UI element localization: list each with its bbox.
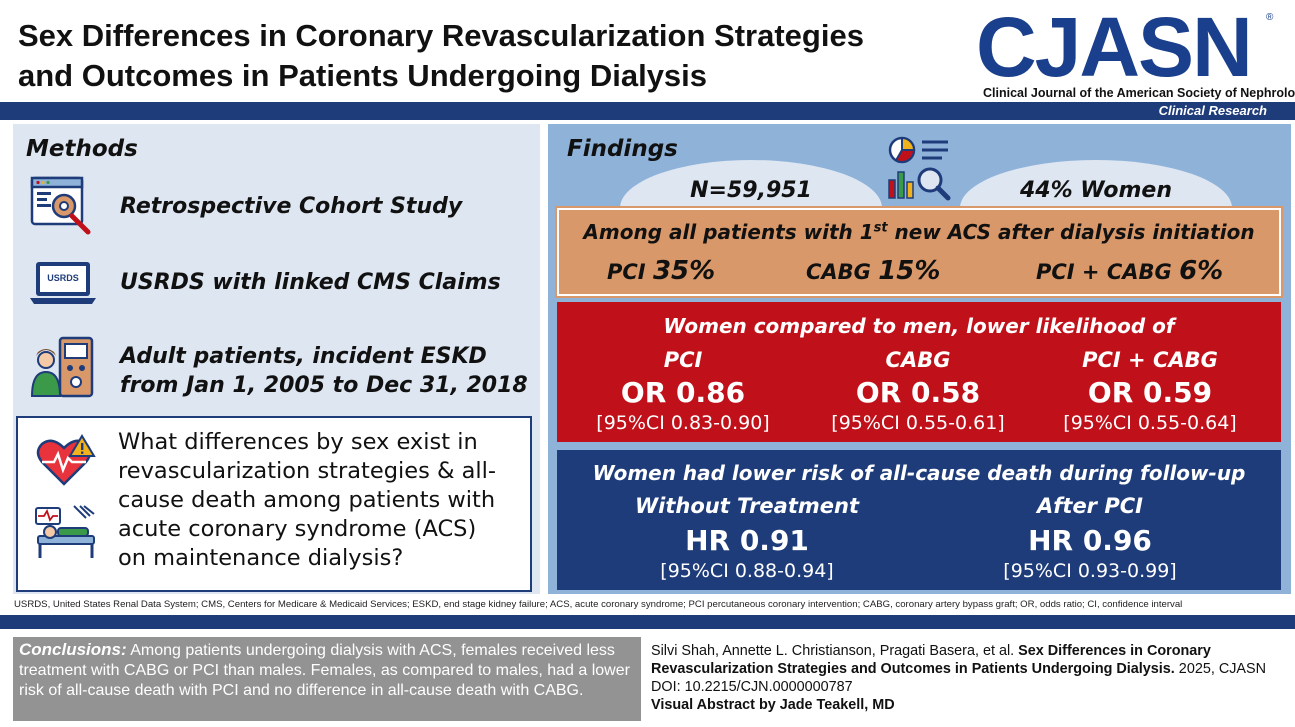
pci-share-label: PCI [607,260,653,284]
after-pci-hr: HR 0.96 [1028,524,1152,557]
page-title: Sex Differences in Coronary Revasculariz… [18,16,958,96]
question-line: cause death among patients with [118,487,496,513]
journal-name: Clinical Journal of the American Society… [983,86,1295,100]
pci-label: PCI [663,348,703,372]
pci-cabg-share-value: 6% [1179,256,1224,286]
women-vs-men-heading: Women compared to men, lower likelihood … [663,314,1175,338]
abbreviations: USRDS, United States Renal Data System; … [14,599,1183,610]
question-line: acute coronary syndrome (ACS) [118,516,477,542]
without-treatment-ci: [95%CI 0.88-0.94] [660,560,834,582]
pci-or: OR 0.86 [620,376,746,409]
visual-abstract-credit: Visual Abstract by Jade Teakell, MD [651,697,895,713]
conclusions-text: Among patients undergoing dialysis with … [19,642,630,699]
data-analysis-icon [886,136,952,202]
title-line-1: Sex Differences in Coronary Revasculariz… [18,18,864,53]
cabg-share: CABG 15% [806,256,940,286]
women-vs-men-box [557,302,1281,442]
pci-cabg-or: OR 0.59 [1087,376,1213,409]
all-cause-death-box [557,450,1281,590]
citation-doi: 2025, CJASN DOI: 10.2215/CJN.0000000787 [651,661,1266,695]
heading-text: new ACS after dialysis initiation [887,220,1255,244]
laptop-icon [30,260,96,306]
methods-item-cohort: Retrospective Cohort Study [120,194,463,219]
research-question: What differences by sex exist in revascu… [118,428,528,573]
heading-text: Among all patients with 1 [583,220,874,244]
after-pci-ci: [95%CI 0.93-0.99] [1003,560,1177,582]
after-pci-label: After PCI [1037,494,1143,518]
cjasn-logo: CJASN [976,0,1253,94]
pci-cabg-share: PCI + CABG 6% [1036,256,1223,286]
research-question-box: What differences by sex exist in revascu… [16,416,532,592]
pci-ci: [95%CI 0.83-0.90] [596,412,770,434]
question-line: on maintenance dialysis? [118,545,404,571]
all-patients-heading: Among all patients with 1st new ACS afte… [557,220,1281,244]
laptop-icon-label: USRDS [47,273,79,283]
pci-cabg-share-label: PCI + CABG [1036,260,1180,284]
conclusions-label: Conclusions: [19,640,127,659]
question-line: What differences by sex exist in [118,429,478,455]
footer-bar [0,615,1295,629]
pci-share-value: 35% [652,256,716,286]
title-line-2: and Outcomes in Patients Undergoing Dial… [18,58,708,93]
methods-item-patients-line-2: from Jan 1, 2005 to Dec 31, 2018 [120,373,528,398]
pci-share: PCI 35% [607,256,715,286]
citation-authors: Silvi Shah, Annette L. Christianson, Pra… [651,643,1019,659]
findings-title: Findings [567,136,678,162]
hospital-bed-icon [34,504,98,560]
citation: Silvi Shah, Annette L. Christianson, Pra… [651,642,1291,714]
methods-item-usrds: USRDS with linked CMS Claims [120,270,501,295]
header-bar [0,102,1295,120]
registered-mark: ® [1266,12,1274,23]
all-cause-death-heading: Women had lower risk of all-cause death … [592,461,1246,485]
cabg-or: OR 0.58 [855,376,981,409]
methods-title: Methods [26,136,138,162]
code-settings-icon [30,176,94,236]
heart-warning-icon [36,434,96,488]
methods-item-patients-line-1: Adult patients, incident ESKD [120,344,487,369]
dialysis-patient-icon [30,336,96,400]
pci-cabg-label: PCI + CABG [1082,348,1218,372]
category-label: Clinical Research [1158,103,1267,118]
cabg-share-value: 15% [878,256,941,286]
conclusions-box: Conclusions: Among patients undergoing d… [13,637,641,721]
sample-size: N=59,951 [690,178,812,203]
without-treatment-hr: HR 0.91 [685,524,809,557]
cabg-label: CABG [885,348,951,372]
question-line: revascularization strategies & all- [118,458,497,484]
women-share: 44% Women [1019,178,1172,203]
without-treatment-label: Without Treatment [634,494,860,518]
pci-cabg-ci: [95%CI 0.55-0.64] [1063,412,1237,434]
cabg-ci: [95%CI 0.55-0.61] [831,412,1005,434]
citation-title: Sex Differences in Coronary Revasculariz… [651,643,1211,677]
all-patients-box [555,206,1283,298]
cabg-share-label: CABG [806,260,879,284]
heading-superscript: st [873,220,888,236]
